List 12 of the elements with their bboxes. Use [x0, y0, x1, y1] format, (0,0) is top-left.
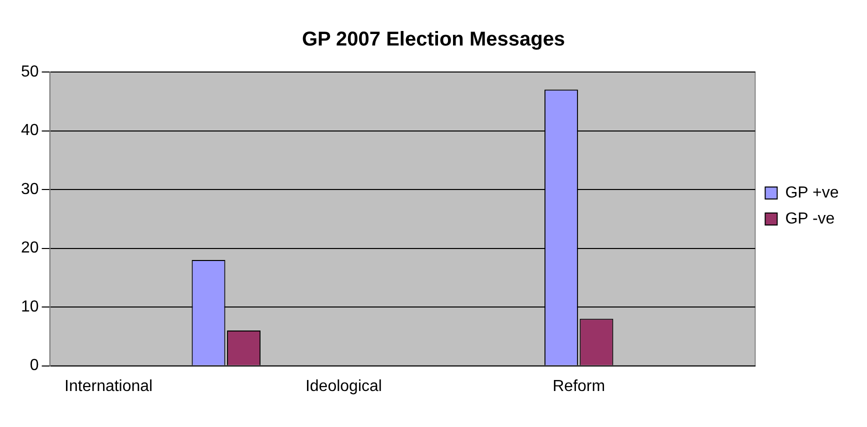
legend-label: GP +ve: [785, 184, 839, 202]
x-tick-label: Ideological: [305, 378, 382, 395]
y-tick-label: 20: [21, 240, 39, 257]
y-tick-label: 10: [21, 298, 39, 316]
y-tick-label: 0: [30, 357, 39, 374]
y-tick-label: 30: [21, 180, 39, 198]
y-tick-label: 40: [21, 122, 39, 140]
y-tick-label: 50: [21, 63, 39, 80]
x-tick-label: Reform: [552, 378, 606, 395]
chart-title: GP 2007 Election Messages: [302, 28, 566, 51]
legend-label: GP -ve: [785, 210, 835, 228]
x-tick-label: International: [64, 378, 153, 395]
